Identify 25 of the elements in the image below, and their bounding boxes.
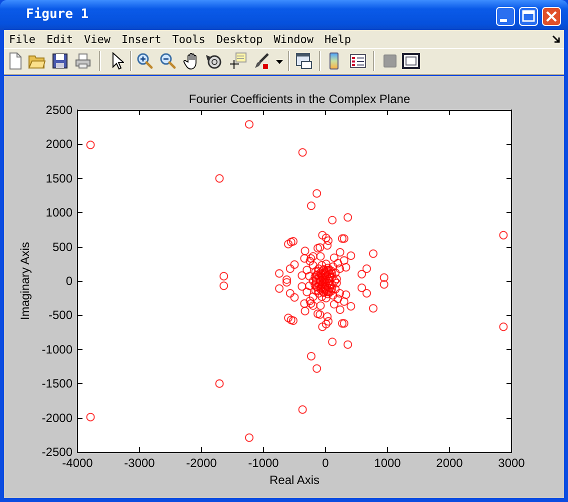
menu-bar: File Edit View Insert Tools Desktop Window Help — [4, 30, 564, 48]
y-tick-label: 1500 — [46, 171, 73, 186]
x-tick-label: -3000 — [124, 456, 156, 470]
y-axis-title: Imaginary Axis — [18, 242, 32, 320]
x-tick-label: -4000 — [62, 456, 94, 470]
x-tick-label: -2000 — [186, 456, 218, 470]
caption: Figure 1 — [26, 7, 89, 22]
y-tick-label: 1000 — [46, 206, 73, 220]
x-tick-label: 2000 — [436, 456, 464, 470]
y-tick-label: 2500 — [46, 103, 73, 117]
x-tick-label: 3000 — [498, 456, 526, 470]
x-tick-label: -1000 — [248, 456, 280, 470]
chart-title: Fourier Coefficients in the Complex Plane — [188, 92, 410, 106]
y-tick-label: -2500 — [42, 445, 73, 459]
y-tick-label: 2000 — [46, 137, 73, 152]
y-tick-label: 500 — [52, 240, 73, 254]
x-tick-label: 0 — [322, 456, 330, 470]
y-tick-label: -500 — [48, 308, 73, 322]
y-tick-label: -1000 — [42, 342, 73, 356]
x-tick-label: 1000 — [374, 456, 402, 470]
y-tick-label: -2000 — [42, 410, 73, 425]
title-bar: Figure 1 — [0, 0, 568, 30]
y-tick-label: 0 — [66, 274, 73, 288]
x-axis-title: Real Axis — [269, 473, 320, 487]
y-tick-label: -1500 — [42, 376, 73, 391]
